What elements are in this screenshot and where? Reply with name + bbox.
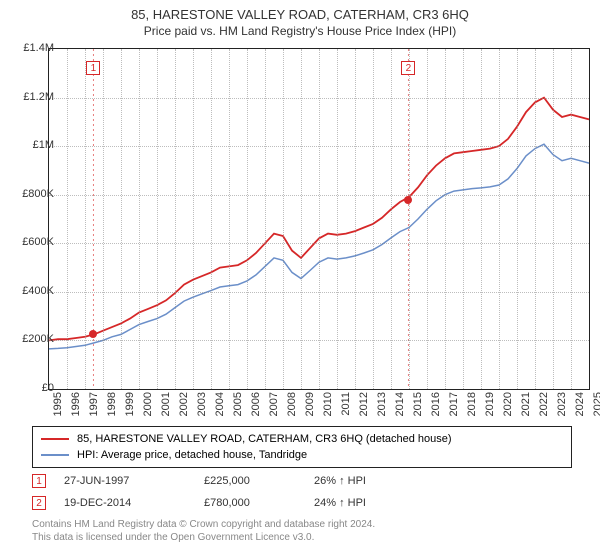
sale-marker-dot (89, 330, 97, 338)
sale-date: 19-DEC-2014 (64, 497, 204, 509)
gridline-vertical (445, 49, 446, 389)
sale-marker-badge-2: 2 (32, 496, 46, 510)
legend-row: 85, HARESTONE VALLEY ROAD, CATERHAM, CR3… (41, 431, 563, 447)
y-axis-label: £600K (22, 236, 54, 248)
x-axis-label: 2014 (394, 392, 406, 416)
x-axis-label: 2016 (430, 392, 442, 416)
plot-area: 12 (48, 48, 590, 390)
legend-swatch-series1 (41, 438, 69, 440)
gridline-vertical (265, 49, 266, 389)
gridline-vertical (391, 49, 392, 389)
sale-date: 27-JUN-1997 (64, 475, 204, 487)
gridline-vertical (85, 49, 86, 389)
x-axis-label: 2008 (286, 392, 298, 416)
x-axis-label: 1999 (124, 392, 136, 416)
chart-subtitle: Price paid vs. HM Land Registry's House … (0, 24, 600, 42)
gridline-vertical (409, 49, 410, 389)
gridline-vertical (67, 49, 68, 389)
gridline-vertical (373, 49, 374, 389)
x-axis-label: 2002 (178, 392, 190, 416)
x-axis-label: 2006 (250, 392, 262, 416)
gridline-vertical (139, 49, 140, 389)
legend-row: HPI: Average price, detached house, Tand… (41, 447, 563, 463)
gridline-vertical (175, 49, 176, 389)
x-axis-label: 2022 (538, 392, 550, 416)
x-axis-label: 2018 (466, 392, 478, 416)
x-axis-label: 1997 (88, 392, 100, 416)
gridline-vertical (499, 49, 500, 389)
x-axis-label: 2013 (376, 392, 388, 416)
y-axis-label: £1M (33, 139, 54, 151)
y-axis-label: £800K (22, 188, 54, 200)
gridline-vertical (283, 49, 284, 389)
x-axis-label: 2021 (520, 392, 532, 416)
x-axis-label: 2020 (502, 392, 514, 416)
x-axis-label: 2011 (340, 392, 352, 416)
gridline-vertical (229, 49, 230, 389)
legend-label-series2: HPI: Average price, detached house, Tand… (77, 449, 307, 461)
y-axis-label: £200K (22, 333, 54, 345)
gridline-vertical (355, 49, 356, 389)
chart-title: 85, HARESTONE VALLEY ROAD, CATERHAM, CR3… (0, 0, 600, 24)
x-axis-label: 2024 (574, 392, 586, 416)
x-axis-label: 2000 (142, 392, 154, 416)
sale-trend: 26% ↑ HPI (314, 475, 434, 487)
gridline-vertical (553, 49, 554, 389)
sales-table: 1 27-JUN-1997 £225,000 26% ↑ HPI 2 19-DE… (32, 470, 434, 514)
gridline-vertical (427, 49, 428, 389)
gridline-vertical (157, 49, 158, 389)
sale-marker-badge: 2 (401, 61, 415, 75)
sale-marker-badge: 1 (86, 61, 100, 75)
gridline-vertical (481, 49, 482, 389)
x-axis-label: 2023 (556, 392, 568, 416)
x-axis-label: 2005 (232, 392, 244, 416)
sale-price: £225,000 (204, 475, 314, 487)
x-axis-label: 2015 (412, 392, 424, 416)
x-axis-label: 2025 (592, 392, 600, 416)
y-axis-label: £1.4M (23, 42, 54, 54)
gridline-vertical (319, 49, 320, 389)
gridline-vertical (571, 49, 572, 389)
legend-label-series1: 85, HARESTONE VALLEY ROAD, CATERHAM, CR3… (77, 433, 452, 445)
x-axis-label: 1996 (70, 392, 82, 416)
footer-line-2: This data is licensed under the Open Gov… (32, 531, 375, 544)
sale-trend: 24% ↑ HPI (314, 497, 434, 509)
x-axis-label: 2009 (304, 392, 316, 416)
legend-swatch-series2 (41, 454, 69, 456)
y-axis-label: £1.2M (23, 91, 54, 103)
footer-line-1: Contains HM Land Registry data © Crown c… (32, 518, 375, 531)
gridline-vertical (193, 49, 194, 389)
legend-box: 85, HARESTONE VALLEY ROAD, CATERHAM, CR3… (32, 426, 572, 468)
x-axis-label: 2010 (322, 392, 334, 416)
gridline-vertical (463, 49, 464, 389)
x-axis-label: 2007 (268, 392, 280, 416)
gridline-vertical (211, 49, 212, 389)
y-axis-label: £400K (22, 285, 54, 297)
x-axis-label: 2019 (484, 392, 496, 416)
gridline-vertical (517, 49, 518, 389)
x-axis-label: 2017 (448, 392, 460, 416)
chart-container: 85, HARESTONE VALLEY ROAD, CATERHAM, CR3… (0, 0, 600, 560)
sale-marker-dot (404, 196, 412, 204)
x-axis-label: 2012 (358, 392, 370, 416)
footer-attribution: Contains HM Land Registry data © Crown c… (32, 518, 375, 544)
table-row: 1 27-JUN-1997 £225,000 26% ↑ HPI (32, 470, 434, 492)
gridline-vertical (247, 49, 248, 389)
gridline-vertical (337, 49, 338, 389)
sale-price: £780,000 (204, 497, 314, 509)
x-axis-label: 2003 (196, 392, 208, 416)
gridline-vertical (121, 49, 122, 389)
x-axis-label: 2001 (160, 392, 172, 416)
gridline-vertical (301, 49, 302, 389)
sale-marker-badge-1: 1 (32, 474, 46, 488)
table-row: 2 19-DEC-2014 £780,000 24% ↑ HPI (32, 492, 434, 514)
x-axis-label: 1998 (106, 392, 118, 416)
x-axis-label: 1995 (52, 392, 64, 416)
x-axis-label: 2004 (214, 392, 226, 416)
gridline-vertical (103, 49, 104, 389)
gridline-vertical (535, 49, 536, 389)
